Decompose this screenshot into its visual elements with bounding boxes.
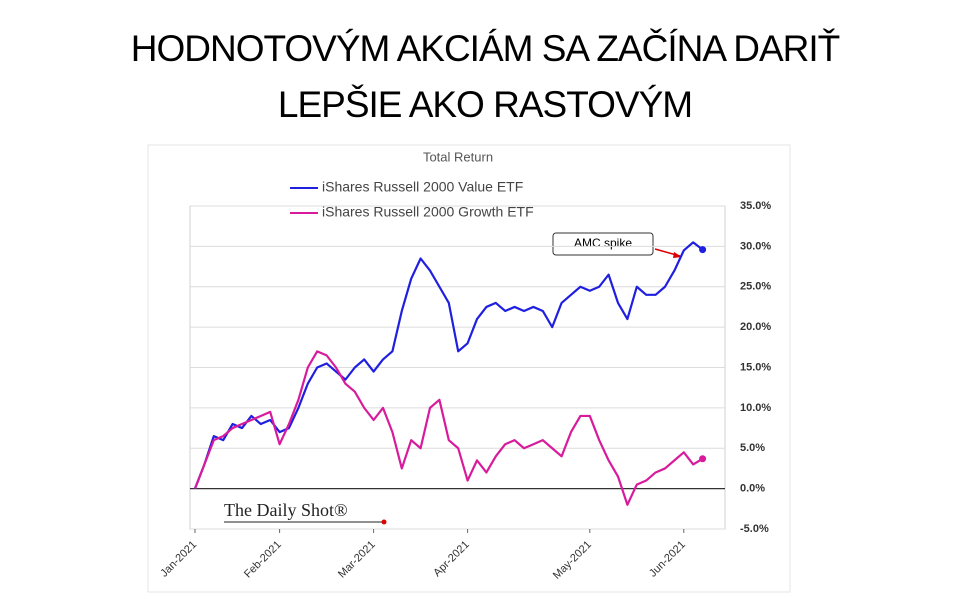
legend-label: iShares Russell 2000 Value ETF [322,179,523,195]
y-tick-label: 20.0% [740,321,771,333]
chart-frame [147,144,791,593]
y-tick-label: 0.0% [740,483,765,495]
annotation: AMC spike [574,236,632,250]
y-tick-label: 25.0% [740,281,771,293]
annotation-box [552,232,654,256]
watermark: The Daily Shot® [224,500,348,520]
y-tick-label: 35.0% [740,200,771,212]
annotation-arrowhead [673,252,682,258]
watermark-dot [381,519,387,525]
slide-title: LEPŠIE AKO RASTOVÝM [277,84,693,125]
end-dot [699,246,707,254]
slide-title: HODNOTOVÝM AKCIÁM SA ZAČÍNA DARIŤ [130,28,841,69]
y-tick-label: 15.0% [740,361,771,373]
series-line [193,350,704,506]
y-tick-label: 30.0% [740,240,771,252]
legend-label: iShares Russell 2000 Growth ETF [322,204,534,220]
y-tick-label: -5.0% [740,523,769,535]
chart-title: Total Return [423,149,493,164]
end-dot [699,455,707,463]
series-line [193,241,704,490]
y-tick-label: 10.0% [740,402,771,414]
y-tick-label: 5.0% [740,442,765,454]
